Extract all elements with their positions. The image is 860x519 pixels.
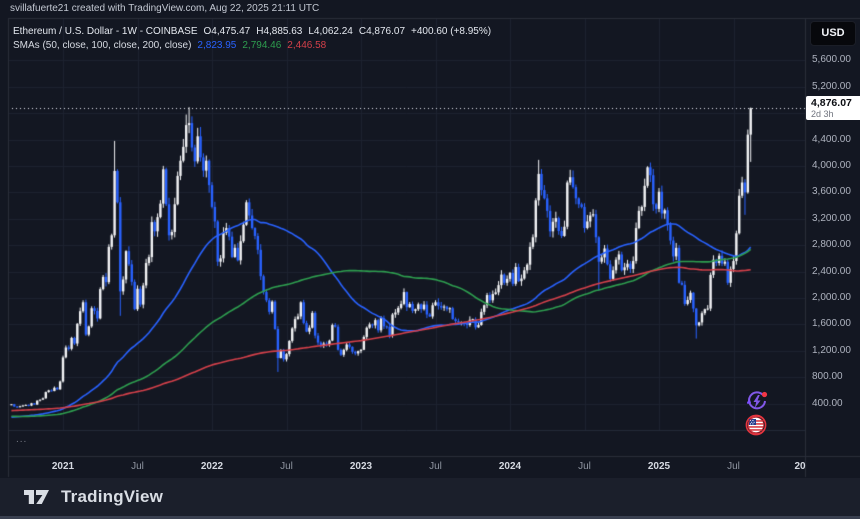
ohlc-high: H4,885.63 [256, 26, 303, 37]
price-axis-label: 2,000.00 [812, 292, 851, 303]
sma-indicator-label[interactable]: SMAs (50, close, 100, close, 200, close) [13, 40, 192, 51]
bar-countdown: 2d 3h [811, 108, 834, 119]
collapsed-pane-ellipsis[interactable]: ... [16, 434, 28, 445]
symbol-title[interactable]: Ethereum / U.S. Dollar - 1W - COINBASE [13, 26, 198, 37]
sma-legend[interactable]: SMAs (50, close, 100, close, 200, close)… [13, 40, 326, 51]
time-axis-label: 2024 [498, 461, 522, 472]
ohlc-low: L4,062.24 [308, 26, 353, 37]
time-axis-label: Jul [578, 461, 591, 472]
bottom-strip [0, 516, 860, 519]
price-axis-label: 2,400.00 [812, 265, 851, 277]
time-axis[interactable]: 2021 Jul 2022 Jul 2023 Jul 2024 Jul 2025 Jul 20 [0, 456, 860, 477]
price-axis-label: 400.00 [812, 397, 843, 409]
current-price-value: 4,876.07 [811, 96, 852, 109]
price-axis-label: 4,000.00 [812, 160, 851, 171]
ohlc-close: C4,876.07 [358, 26, 406, 37]
time-axis-label: 2025 [647, 461, 671, 472]
time-axis-label: 2023 [349, 461, 373, 472]
us-flag-icon [745, 414, 767, 436]
price-axis-label: 5,200.00 [812, 80, 851, 92]
price-change: +400.60 (+8.95%) [411, 26, 492, 37]
price-axis-label: 3,200.00 [812, 212, 851, 224]
price-axis-label: 1,200.00 [812, 344, 851, 356]
time-axis-label: Jul [280, 461, 293, 472]
streaming-refresh-icon [747, 391, 768, 410]
price-axis-label: 1,600.00 [812, 318, 851, 330]
tradingview-logo-icon[interactable] [22, 487, 52, 507]
sma200-value: 2,446.58 [287, 40, 327, 51]
tradingview-footer: TradingView [0, 478, 860, 516]
snapshot-attribution: svillafuerte21 created with TradingView.… [10, 3, 320, 14]
time-axis-label: Jul [131, 461, 144, 472]
price-axis-label: 800.00 [812, 371, 843, 383]
sma50-value: 2,823.95 [197, 40, 237, 51]
price-axis[interactable]: 4,876.07 2d 3h 5,600.00 5,200.00 4,400.00 4… [806, 18, 860, 456]
chart-badges [744, 390, 770, 436]
tradingview-brand-text[interactable]: TradingView [61, 487, 164, 506]
current-price-label: 4,876.07 2d 3h [806, 96, 860, 121]
ohlc-open: O4,475.47 [203, 26, 251, 37]
time-axis-label: Jul [429, 461, 442, 472]
time-axis-label: 20 [794, 461, 806, 472]
price-axis-label: 5,600.00 [812, 54, 851, 66]
price-axis-label: 3,600.00 [812, 186, 851, 198]
sma100-value: 2,794.46 [242, 40, 282, 51]
time-axis-label: 2022 [200, 461, 224, 472]
price-axis-label: 2,800.00 [812, 239, 851, 251]
time-axis-label: 2021 [51, 461, 75, 472]
symbol-legend[interactable]: Ethereum / U.S. Dollar - 1W - COINBASE O… [13, 26, 491, 37]
price-axis-label: 4,400.00 [812, 133, 851, 145]
currency-toggle-button[interactable]: USD [810, 21, 856, 46]
time-axis-label: Jul [727, 461, 740, 472]
